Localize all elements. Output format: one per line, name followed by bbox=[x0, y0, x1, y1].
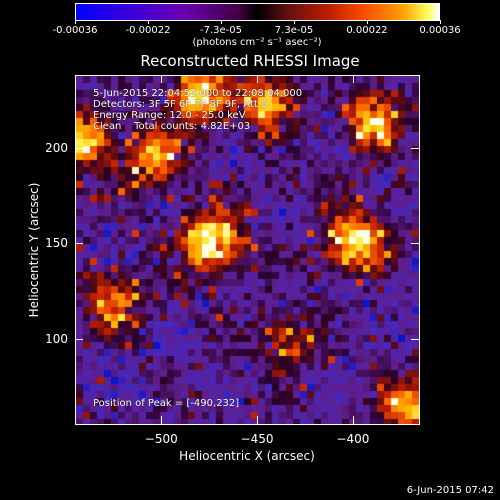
info-energy-range: Energy Range: 12.0 - 25.0 keV bbox=[93, 110, 246, 121]
colorbar-units: (photons cm⁻² s⁻¹ asec⁻²) bbox=[192, 37, 322, 48]
plot-area bbox=[75, 75, 420, 425]
colorbar-tick-mark bbox=[148, 20, 149, 24]
x-tick-mark bbox=[161, 75, 163, 83]
y-tick-mark bbox=[75, 338, 83, 340]
y-tick-label: 150 bbox=[45, 236, 68, 251]
timestamp: 6-Jun-2015 07:42 bbox=[406, 485, 494, 496]
colorbar-tick-label: -0.00022 bbox=[125, 25, 171, 36]
info-time-range: 5-Jun-2015 22:04:52.000 to 22:08:04.000 bbox=[93, 88, 303, 99]
x-tick-mark bbox=[257, 416, 259, 424]
y-tick-label: 100 bbox=[45, 331, 68, 346]
colorbar-tick-label: -0.00036 bbox=[52, 25, 98, 36]
y-tick-mark bbox=[75, 147, 83, 149]
x-axis-label: Heliocentric X (arcsec) bbox=[179, 449, 315, 463]
x-tick-mark bbox=[257, 75, 259, 83]
colorbar-tick-mark bbox=[221, 20, 222, 24]
x-tick-mark bbox=[352, 416, 354, 424]
x-tick-mark bbox=[161, 416, 163, 424]
x-tick-label: −400 bbox=[336, 432, 370, 446]
chart-title: Reconstructed RHESSI Image bbox=[140, 52, 360, 70]
x-tick-label: −500 bbox=[144, 432, 178, 446]
x-tick-label: −450 bbox=[240, 432, 274, 446]
colorbar-tick-mark bbox=[440, 20, 441, 24]
colorbar-tick-label: 0.00022 bbox=[346, 25, 388, 36]
colorbar-tick-label: 0.00036 bbox=[419, 25, 461, 36]
colorbar bbox=[75, 3, 440, 21]
colorbar-tick-label: -7.3e-05 bbox=[200, 25, 242, 36]
y-axis-label: Heliocentric Y (arcsec) bbox=[27, 182, 41, 318]
info-peak-position: Position of Peak = [-490,232] bbox=[93, 398, 240, 409]
colorbar-tick-label: 7.3e-05 bbox=[274, 25, 314, 36]
info-detectors: Detectors: 3F 5F 6F 7F 8F 9F, Att 0 bbox=[93, 99, 268, 110]
colorbar-tick-mark bbox=[294, 20, 295, 24]
info-clean-counts: Clean Total counts: 4.82E+03 bbox=[93, 121, 251, 132]
x-tick-mark bbox=[352, 75, 354, 83]
y-tick-label: 200 bbox=[45, 140, 68, 155]
colorbar-tick-mark bbox=[75, 20, 76, 24]
colorbar-tick-mark bbox=[367, 20, 368, 24]
y-tick-mark bbox=[75, 243, 83, 245]
y-tick-mark bbox=[411, 338, 419, 340]
y-tick-mark bbox=[411, 243, 419, 245]
y-tick-mark bbox=[411, 147, 419, 149]
heatmap-image bbox=[76, 76, 419, 424]
